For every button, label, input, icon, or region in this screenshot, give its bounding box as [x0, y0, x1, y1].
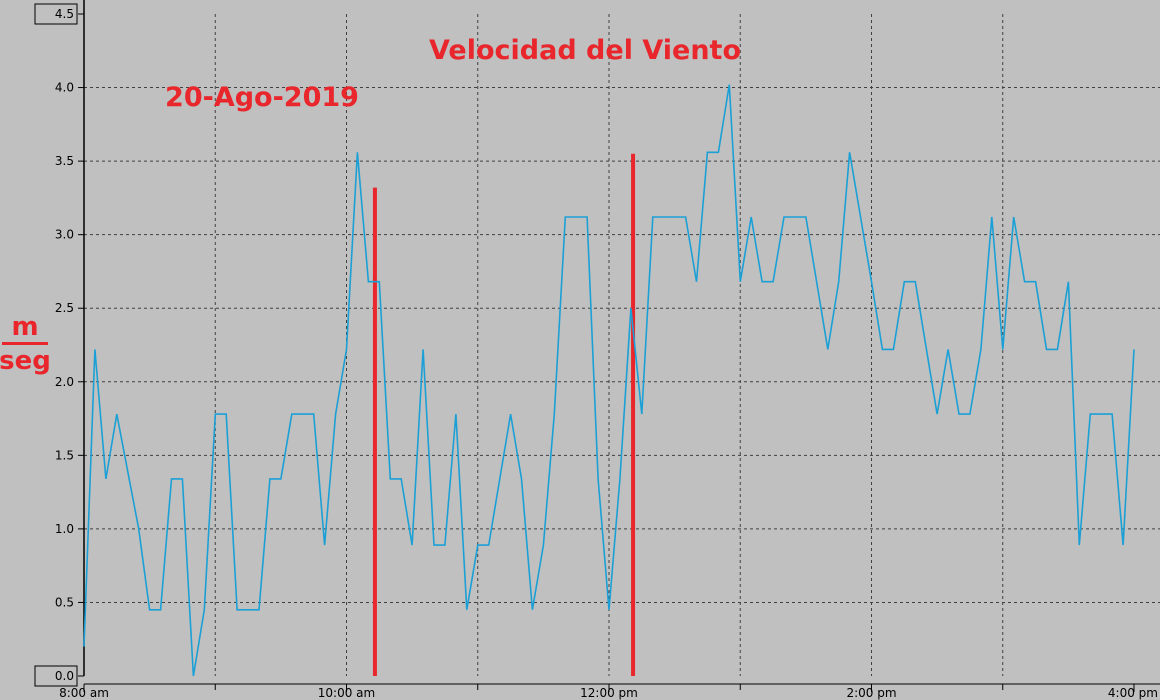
y-tick-label: 4.5: [55, 7, 74, 21]
y-tick-label: 3.0: [55, 228, 74, 242]
y-tick-label: 2.5: [55, 301, 74, 315]
y-tick-label: 3.5: [55, 154, 74, 168]
wind-speed-series-line: [83, 84, 1135, 677]
x-tick-label: 12:00 pm: [580, 686, 638, 700]
grid-layer: [84, 14, 1160, 676]
y-unit-fraction-bar: [2, 342, 48, 345]
x-tick-label: 10:00 am: [318, 686, 375, 700]
chart-subtitle: 20-Ago-2019: [165, 82, 359, 113]
y-tick-label: 4.0: [55, 81, 74, 95]
axis-layer: [78, 0, 1160, 692]
series-layer: [83, 84, 1135, 677]
x-tick-labels: 8:00 am 10:00 am 12:00 pm 2:00 pm 4:00 pm: [59, 686, 1158, 700]
y-tick-box: [34, 3, 78, 25]
y-tick-label: 1.5: [55, 448, 74, 462]
y-tick-label: 1.0: [55, 522, 74, 536]
y-unit-numerator: m: [11, 312, 38, 342]
y-tick-label: 0.0: [55, 669, 74, 683]
y-tick-labels: 0.0 0.5 1.0 1.5 2.0 2.5 3.0 3.5 4.0 4.5: [34, 3, 78, 687]
x-tick-label: 8:00 am: [59, 686, 109, 700]
y-tick-box: [34, 665, 78, 687]
y-tick-label: 2.0: [55, 375, 74, 389]
y-tick-label: 0.5: [55, 595, 74, 609]
marker-layer: [372, 153, 636, 676]
chart-title: Velocidad del Viento: [429, 35, 741, 66]
x-tick-label: 4:00 pm: [1108, 686, 1158, 700]
x-tick-label: 2:00 pm: [846, 686, 896, 700]
y-unit-denominator: seg: [0, 346, 51, 376]
